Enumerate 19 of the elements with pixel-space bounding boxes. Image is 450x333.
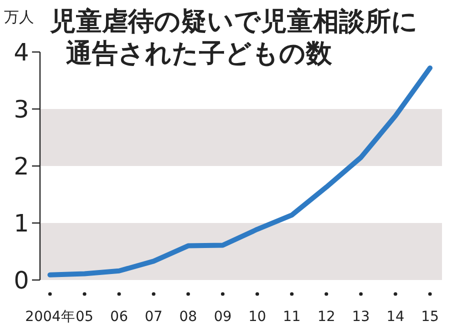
- x-tick-label: 06: [110, 309, 128, 325]
- x-tick-label: 2004年: [25, 309, 75, 325]
- x-tick-label: 11: [282, 309, 301, 325]
- x-tick-label: 07: [144, 309, 163, 325]
- x-tick-label: 09: [214, 309, 232, 325]
- y-axis-title: 万人: [4, 8, 34, 26]
- x-tick-label: 08: [179, 309, 198, 325]
- y-tick-label: 2: [14, 152, 29, 180]
- x-tick-label: 10: [248, 309, 266, 325]
- chart-title: 児童虐待の疑いで児童相談所に通告された子どもの数: [49, 7, 418, 69]
- y-tick-label: 3: [14, 95, 29, 124]
- x-tick-label: 14: [386, 309, 404, 325]
- x-tick-label: 12: [317, 309, 336, 325]
- x-tick-label: 05: [76, 309, 94, 325]
- y-tick-label: 0: [14, 266, 29, 294]
- x-tick-label: 15: [421, 309, 439, 325]
- x-tick-label: 13: [352, 309, 370, 325]
- y-tick-label: 4: [14, 38, 29, 66]
- y-tick-label: 1: [14, 209, 29, 238]
